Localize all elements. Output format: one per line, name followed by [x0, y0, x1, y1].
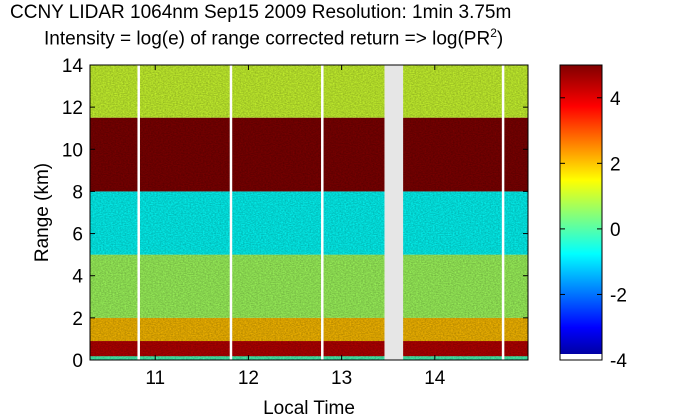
y-tick-label-4: 4	[72, 267, 83, 288]
plot-area	[90, 65, 528, 360]
data-gap	[384, 65, 404, 360]
white-streak-3	[501, 65, 505, 360]
y-tick-label-8: 8	[72, 182, 83, 203]
y-tick-label-6: 6	[72, 225, 83, 246]
plot-frame	[89, 64, 529, 361]
colorbar-tick-label--2: -2	[610, 285, 627, 306]
colorbar-tick-label-0: 0	[610, 220, 621, 241]
y-tick-label-14: 14	[62, 56, 84, 77]
x-tick-label-14: 14	[424, 368, 446, 389]
x-tick-label-12: 12	[238, 368, 259, 389]
subtitle-end: )	[496, 28, 504, 50]
x-tick-label-13: 13	[331, 368, 352, 389]
y-tick-label-10: 10	[62, 140, 83, 161]
colorbar-tick-label-4: 4	[610, 89, 621, 110]
colorbar-gradient	[560, 65, 602, 360]
y-tick-label-12: 12	[62, 98, 83, 119]
speckle-texture	[90, 65, 528, 360]
subtitle-text: Intensity = log(e) of range corrected re…	[44, 28, 491, 50]
white-streak-2	[321, 65, 324, 360]
chart-title: CCNY LIDAR 1064nm Sep15 2009 Resolution:…	[10, 2, 512, 23]
subtitle-superscript: 2	[490, 26, 497, 40]
colorbar-tick-label-2: 2	[610, 154, 621, 175]
chart-subtitle: Intensity = log(e) of range corrected re…	[44, 26, 503, 50]
y-tick-label-2: 2	[72, 309, 83, 330]
x-axis-label: Local Time	[263, 398, 355, 419]
white-streak-0	[137, 65, 140, 360]
colorbar-tick-label--4: -4	[610, 351, 627, 372]
x-tick-label-11: 11	[145, 368, 165, 389]
colorbar-frame	[559, 64, 603, 361]
y-axis-label: Range (km)	[32, 163, 53, 262]
white-streak-1	[229, 65, 233, 360]
y-tick-label-0: 0	[72, 351, 83, 372]
colorbar-bottom-strip	[560, 354, 602, 360]
